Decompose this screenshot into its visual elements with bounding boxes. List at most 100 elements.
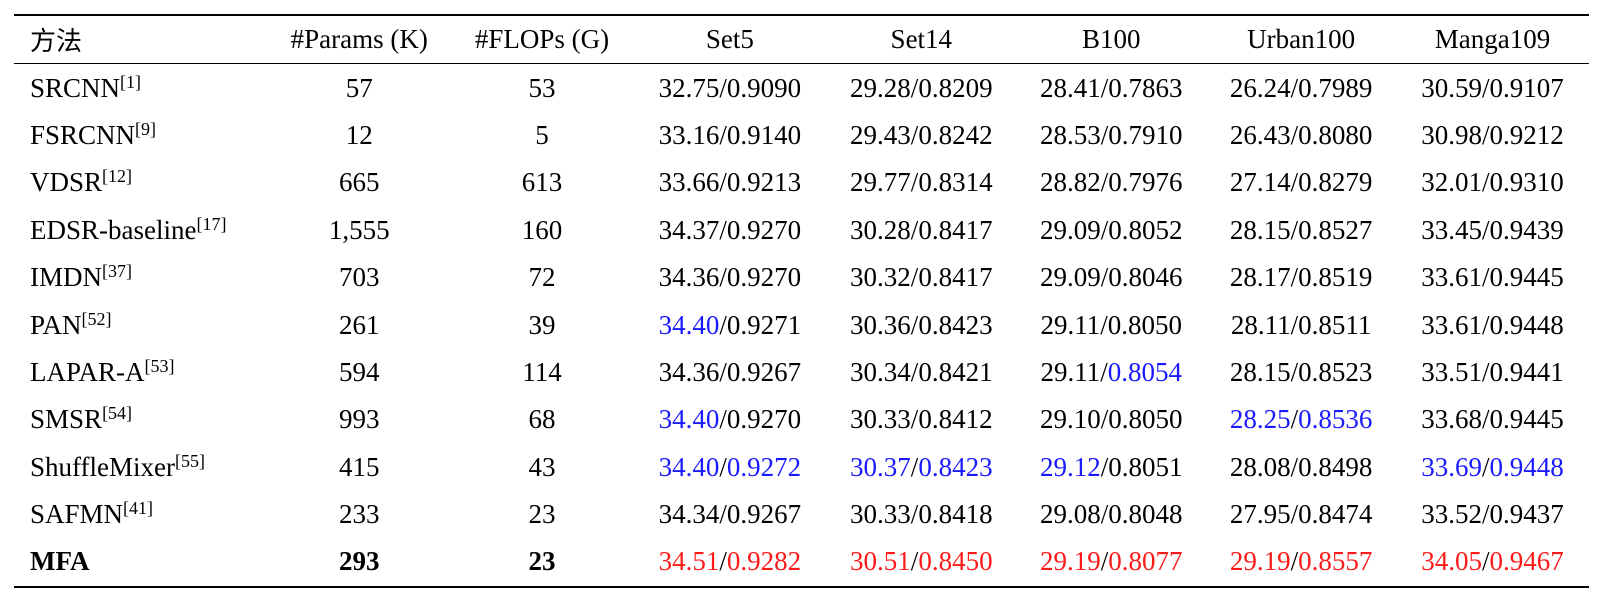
flops-cell: 23 <box>528 499 556 530</box>
metric-cell: 33.66/0.9213 <box>633 159 826 206</box>
results-table: 方法 #Params (K) #FLOPs (G) Set5 Set14 B10… <box>14 14 1589 588</box>
metric-cell: 28.41/0.7863 <box>1016 64 1206 112</box>
metric-cell: 28.15/0.8527 <box>1206 207 1396 254</box>
ssim-value: 0.9271 <box>726 309 802 340</box>
params-cell: 1,555 <box>328 214 390 245</box>
table-row: IMDN[37] 703 72 34.36/0.9270 30.32/0.8417 29.… <box>14 254 1589 301</box>
metric-separator: / <box>1290 356 1299 387</box>
ssim-value: 0.9441 <box>1489 356 1564 387</box>
column-header-urban100: Urban100 <box>1247 24 1356 55</box>
psnr-value: 30.51 <box>850 546 911 577</box>
column-header-method: 方法 <box>30 27 83 58</box>
metric-separator: / <box>1482 119 1490 150</box>
flops-cell: 39 <box>528 309 556 340</box>
psnr-value: 30.33 <box>850 499 911 530</box>
metric-separator: / <box>910 499 919 530</box>
psnr-value: 33.52 <box>1421 499 1482 530</box>
flops-cell: 43 <box>528 451 556 482</box>
metric-separator: / <box>1100 72 1109 103</box>
metric-separator: / <box>910 262 919 293</box>
params-cell: 12 <box>345 119 373 150</box>
metric-separator: / <box>719 167 727 198</box>
ssim-value: 0.8077 <box>1108 546 1183 577</box>
citation-ref: [55] <box>174 450 205 471</box>
metric-separator: / <box>910 214 919 245</box>
metric-cell: 28.25/0.8536 <box>1206 396 1396 443</box>
results-table-container: 方法 #Params (K) #FLOPs (G) Set5 Set14 B10… <box>14 14 1589 588</box>
method-name: FSRCNN <box>30 119 136 150</box>
metric-separator: / <box>910 546 919 577</box>
flops-cell: 160 <box>521 214 563 245</box>
psnr-value: 34.40 <box>658 451 720 482</box>
metric-separator: / <box>1482 72 1490 103</box>
psnr-value: 30.59 <box>1421 72 1482 103</box>
ssim-value: 0.8054 <box>1107 356 1182 387</box>
psnr-value: 29.09 <box>1039 214 1101 245</box>
flops-cell: 23 <box>528 546 556 577</box>
metric-separator: / <box>910 167 919 198</box>
ssim-value: 0.9090 <box>726 72 802 103</box>
psnr-value: 29.11 <box>1040 309 1101 340</box>
ssim-value: 0.9448 <box>1489 309 1564 340</box>
ssim-value: 0.9272 <box>726 451 802 482</box>
metric-separator: / <box>1290 167 1299 198</box>
psnr-value: 34.51 <box>658 546 720 577</box>
psnr-value: 28.15 <box>1229 214 1291 245</box>
metric-cell: 34.36/0.9267 <box>633 349 826 396</box>
metric-separator: / <box>719 356 727 387</box>
psnr-value: 27.14 <box>1229 167 1291 198</box>
method-cell: EDSR-baseline[17] <box>14 207 268 254</box>
ssim-value: 0.7910 <box>1108 119 1183 150</box>
metric-cell: 29.19/0.8557 <box>1206 538 1396 586</box>
params-cell: 594 <box>339 356 380 387</box>
metric-separator: / <box>719 262 727 293</box>
metric-separator: / <box>1290 262 1299 293</box>
metric-separator: / <box>910 356 919 387</box>
metric-cell: 29.11/0.8050 <box>1016 301 1206 348</box>
psnr-value: 34.36 <box>658 262 720 293</box>
ssim-value: 0.7863 <box>1108 72 1183 103</box>
ssim-value: 0.8050 <box>1107 309 1182 340</box>
metric-separator: / <box>1482 262 1490 293</box>
params-cell: 665 <box>339 167 380 198</box>
metric-separator: / <box>1290 214 1299 245</box>
metric-separator: / <box>1100 214 1109 245</box>
ssim-value: 0.8050 <box>1108 404 1183 435</box>
citation-ref: [9] <box>135 118 157 139</box>
metric-cell: 30.34/0.8421 <box>826 349 1016 396</box>
method-cell: FSRCNN[9] <box>14 112 268 159</box>
ssim-value: 0.8557 <box>1298 546 1373 577</box>
table-row: VDSR[12] 665 613 33.66/0.9213 29.77/0.8314 28… <box>14 159 1589 206</box>
flops-cell: 114 <box>522 356 562 387</box>
metric-separator: / <box>1482 499 1490 530</box>
metric-cell: 28.17/0.8519 <box>1206 254 1396 301</box>
ssim-value: 0.8417 <box>918 214 993 245</box>
metric-separator: / <box>719 214 727 245</box>
psnr-value: 34.05 <box>1421 546 1482 577</box>
metric-separator: / <box>910 72 919 103</box>
psnr-value: 29.19 <box>1229 546 1291 577</box>
psnr-value: 29.77 <box>850 167 911 198</box>
ssim-value: 0.7976 <box>1108 167 1183 198</box>
psnr-value: 33.16 <box>658 119 720 150</box>
ssim-value: 0.8511 <box>1298 309 1372 340</box>
params-cell: 993 <box>339 404 380 435</box>
metric-separator: / <box>719 546 727 577</box>
psnr-value: 30.32 <box>850 262 911 293</box>
metric-cell: 30.33/0.8418 <box>826 491 1016 538</box>
metric-separator: / <box>1482 451 1490 482</box>
psnr-value: 32.01 <box>1421 167 1482 198</box>
method-name: SRCNN <box>30 72 121 103</box>
metric-separator: / <box>1290 451 1299 482</box>
metric-cell: 29.09/0.8046 <box>1016 254 1206 301</box>
metric-separator: / <box>719 451 727 482</box>
metric-cell: 29.19/0.8077 <box>1016 538 1206 586</box>
psnr-value: 33.68 <box>1421 404 1482 435</box>
citation-ref: [12] <box>102 166 133 187</box>
psnr-value: 34.34 <box>658 499 720 530</box>
metric-cell: 34.34/0.9267 <box>633 491 826 538</box>
method-name: VDSR <box>30 167 103 198</box>
ssim-value: 0.7989 <box>1298 72 1373 103</box>
metric-cell: 30.98/0.9212 <box>1396 112 1589 159</box>
metric-cell: 30.51/0.8450 <box>826 538 1016 586</box>
